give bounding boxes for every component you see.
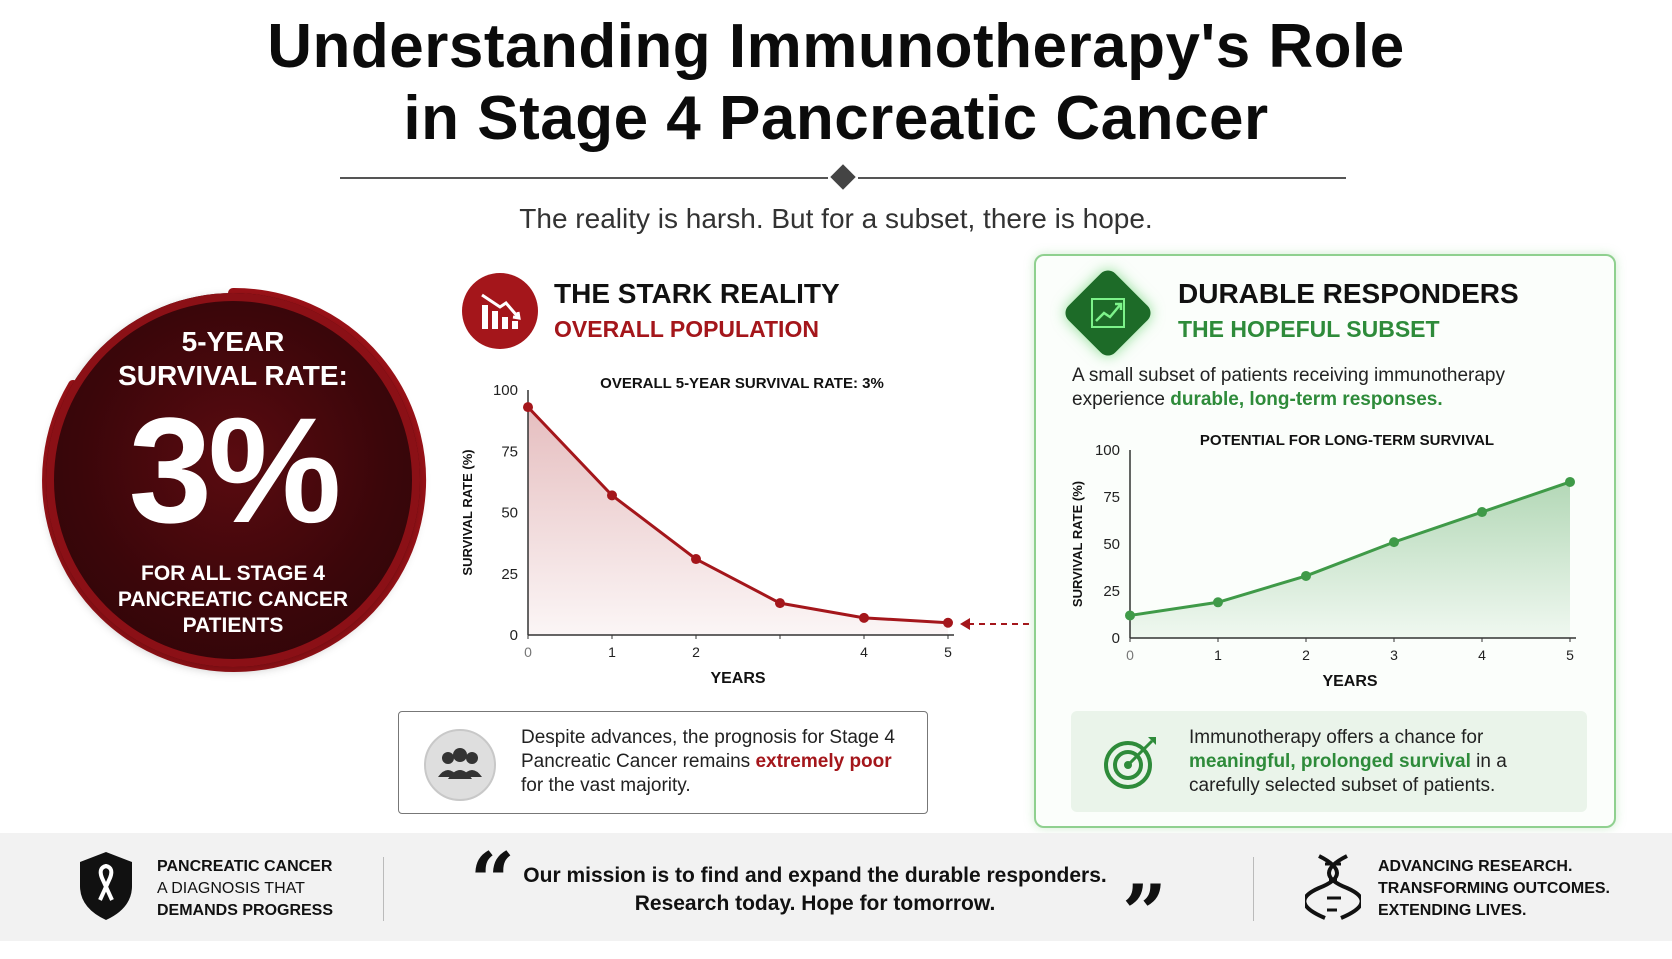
divider-diamond-icon xyxy=(830,164,856,190)
stat-header-line1: 5-YEAR xyxy=(181,326,285,357)
stat-header-line2: SURVIVAL RATE: xyxy=(118,360,348,391)
y-tick-label: 0 xyxy=(510,627,518,644)
y-tick-label: 100 xyxy=(493,382,518,399)
x-tick-label: 0 xyxy=(524,644,532,660)
durable-subtitle: THE HOPEFUL SUBSET xyxy=(1178,316,1440,342)
y-axis-label: SURVIVAL RATE (%) xyxy=(1070,481,1085,607)
footer-left-line1: PANCREATIC CANCER xyxy=(157,858,333,875)
durable-title: DURABLE RESPONDERS xyxy=(1178,278,1519,309)
y-tick-label: 25 xyxy=(1103,583,1120,600)
data-point xyxy=(607,490,617,501)
footer-quote-line1: Our mission is to find and expand the du… xyxy=(523,864,1107,887)
footer-bar xyxy=(0,833,1672,941)
durable-info-card xyxy=(1071,711,1587,812)
data-point xyxy=(1125,610,1135,621)
dna-icon xyxy=(1305,854,1361,920)
declining-bar-chart-icon xyxy=(462,273,538,349)
title-divider-left xyxy=(340,177,828,179)
page-title-line1: Understanding Immunotherapy's Role xyxy=(267,12,1405,81)
stat-value: 3% xyxy=(128,386,342,554)
ribbon-shield-icon xyxy=(80,852,132,920)
target-arrow-icon xyxy=(1104,737,1156,789)
stark-title: THE STARK REALITY xyxy=(554,278,840,309)
stark-survival-chart: OVERALL 5-YEAR SURVIVAL RATE: 3%02550751… xyxy=(460,375,954,687)
stat-footer-line2: PANCREATIC CANCER xyxy=(117,588,349,611)
data-point xyxy=(943,617,953,628)
x-tick-label: 4 xyxy=(1478,647,1486,663)
data-point xyxy=(523,402,533,413)
footer-right-line2: TRANSFORMING OUTCOMES. xyxy=(1378,880,1610,897)
data-point xyxy=(1301,570,1311,581)
data-point xyxy=(691,554,701,565)
stark-card-text-pre: Despite advances, the prognosis for Stag… xyxy=(521,727,895,772)
chart-title: POTENTIAL FOR LONG-TERM SURVIVAL xyxy=(1200,432,1494,449)
data-point xyxy=(775,598,785,609)
stark-card-text-post: for the vast majority. xyxy=(521,775,691,796)
page-title-line2: in Stage 4 Pancreatic Cancer xyxy=(403,84,1269,153)
durable-intro: A small subset of patients receiving imm… xyxy=(1072,364,1552,412)
stark-card-text: Despite advances, the prognosis for Stag… xyxy=(521,726,911,798)
chart-area-fill xyxy=(528,407,948,635)
durable-survival-chart: POTENTIAL FOR LONG-TERM SURVIVAL02550751… xyxy=(1070,432,1576,690)
page-subtitle: The reality is harsh. But for a subset, … xyxy=(519,203,1153,234)
y-tick-label: 100 xyxy=(1095,442,1120,459)
footer-separator-right xyxy=(1253,857,1254,921)
title-divider-right xyxy=(858,177,1346,179)
data-point xyxy=(1477,507,1487,518)
x-tick-label: 5 xyxy=(944,644,952,660)
data-point xyxy=(1213,597,1223,608)
x-tick-label: 1 xyxy=(608,644,616,660)
chart-title: OVERALL 5-YEAR SURVIVAL RATE: 3% xyxy=(600,375,884,392)
stark-card-text-em: extremely poor xyxy=(755,751,892,772)
data-point xyxy=(859,612,869,623)
y-tick-label: 25 xyxy=(501,566,518,583)
durable-intro-pre: A small subset of patients receiving imm… xyxy=(1072,365,1505,410)
x-tick-label: 1 xyxy=(1214,647,1222,663)
x-tick-label: 5 xyxy=(1566,647,1574,663)
durable-card-text: Immunotherapy offers a chance for meanin… xyxy=(1189,726,1569,798)
y-tick-label: 50 xyxy=(501,505,518,522)
durable-card-text-em: meaningful, prolonged survival xyxy=(1189,751,1471,772)
data-point xyxy=(1565,476,1575,487)
x-axis-label: YEARS xyxy=(710,670,765,687)
stark-subtitle: OVERALL POPULATION xyxy=(554,316,819,342)
x-tick-label: 2 xyxy=(692,644,700,660)
durable-card-text-pre: Immunotherapy offers a chance for xyxy=(1189,727,1484,748)
rising-line-chart-icon xyxy=(1091,298,1125,328)
durable-card-text-post: in a carefully selected subset of patien… xyxy=(1189,751,1507,796)
footer-quote-line2: Research today. Hope for tomorrow. xyxy=(634,892,996,915)
footer-right-line3: EXTENDING LIVES. xyxy=(1378,902,1527,919)
series-line xyxy=(526,406,949,625)
survival-stat-circle: 5-YEAR SURVIVAL RATE: 3% FOR ALL STAGE 4… xyxy=(46,293,420,667)
x-tick-label: 0 xyxy=(1126,647,1134,663)
x-tick-label: 4 xyxy=(860,644,868,660)
y-axis-label: SURVIVAL RATE (%) xyxy=(460,449,475,575)
stat-footer-line3: PATIENTS xyxy=(182,614,284,637)
x-tick-label: 2 xyxy=(1302,647,1310,663)
data-point xyxy=(1389,537,1399,548)
y-tick-label: 75 xyxy=(501,443,518,460)
close-quote-mark: ” xyxy=(1122,868,1167,959)
open-quote-mark: “ xyxy=(470,836,515,927)
y-tick-label: 50 xyxy=(1103,536,1120,553)
x-tick-label: 3 xyxy=(1390,647,1398,663)
durable-intro-em: durable, long-term responses. xyxy=(1170,389,1443,410)
y-tick-label: 75 xyxy=(1103,489,1120,506)
series-line xyxy=(1129,480,1571,617)
stat-footer-line1: FOR ALL STAGE 4 xyxy=(141,562,325,585)
footer-left-line2: A DIAGNOSIS THAT xyxy=(157,880,305,897)
footer-right-line1: ADVANCING RESEARCH. xyxy=(1378,858,1573,875)
footer-left-line3: DEMANDS PROGRESS xyxy=(157,902,334,919)
y-tick-label: 0 xyxy=(1112,630,1120,647)
people-group-icon xyxy=(424,729,496,801)
x-axis-label: YEARS xyxy=(1322,673,1377,690)
footer-separator-left xyxy=(383,857,384,921)
